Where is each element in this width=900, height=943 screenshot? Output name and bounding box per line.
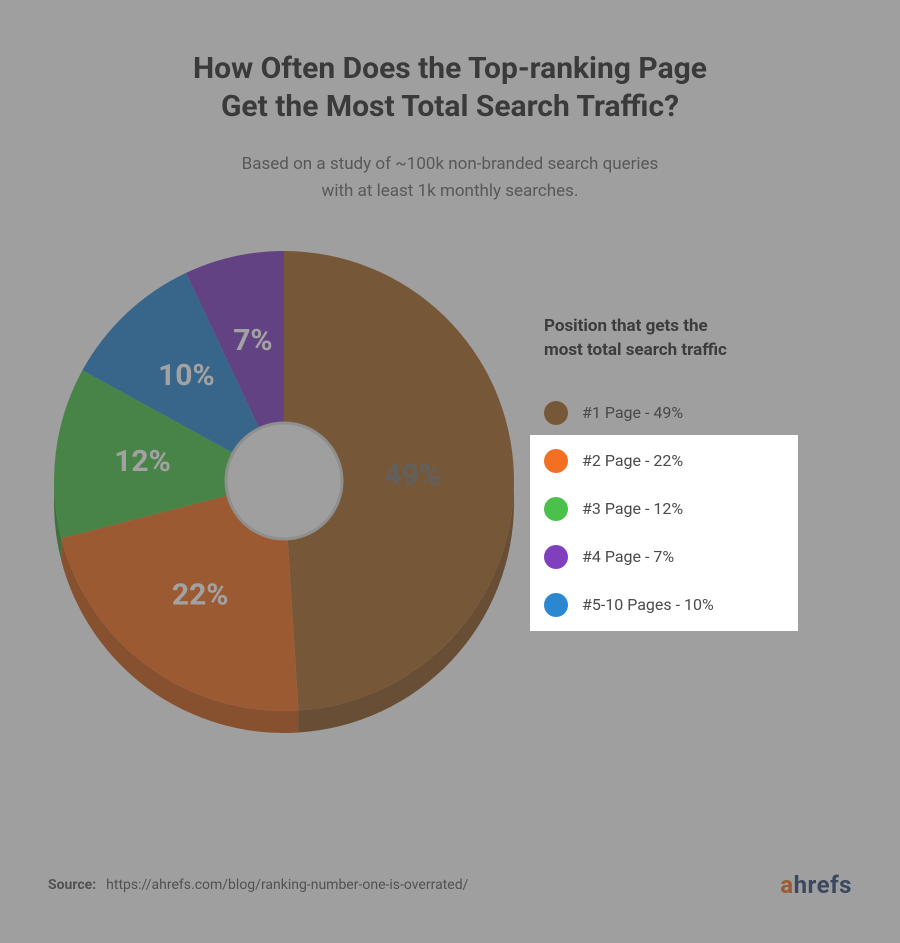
donut-slice-label: 10%	[158, 358, 215, 393]
legend-swatch	[544, 449, 568, 473]
donut-slice-label: 7%	[233, 323, 272, 358]
legend-swatch	[544, 497, 568, 521]
brand-letter-a: a	[780, 871, 793, 899]
donut-slice-label: 49%	[384, 458, 441, 493]
source-line: Source: https://ahrefs.com/blog/ranking-…	[48, 877, 468, 893]
legend-row: #1 Page - 49%	[544, 389, 727, 437]
source-label: Source:	[48, 877, 96, 893]
donut-svg: 49% 22% 12% 10% 7%	[48, 245, 520, 739]
legend-swatch	[544, 401, 568, 425]
legend-highlight-box: #2 Page - 22% #3 Page - 12% #4 Page - 7% #5…	[530, 435, 798, 631]
legend-swatch	[544, 593, 568, 617]
legend-row-highlighted: #3 Page - 12%	[544, 485, 784, 533]
legend-label: #1 Page - 49%	[582, 403, 683, 422]
page-subtitle: Based on a study of ~100k non-branded se…	[48, 151, 852, 205]
brand-rest: hrefs	[794, 871, 852, 899]
legend-label: #2 Page - 22%	[582, 451, 683, 470]
subtitle-line-1: Based on a study of ~100k non-branded se…	[242, 154, 659, 174]
legend-swatch	[544, 545, 568, 569]
legend-title-line-1: Position that gets the	[544, 316, 708, 336]
legend-row-highlighted: #5-10 Pages - 10%	[544, 581, 784, 629]
page-title: How Often Does the Top-ranking Page Get …	[48, 50, 852, 125]
brand-logo: ahrefs	[780, 871, 852, 899]
legend-label: #5-10 Pages - 10%	[582, 595, 714, 614]
legend-title: Position that gets the most total search…	[544, 315, 727, 363]
source-url: https://ahrefs.com/blog/ranking-number-o…	[106, 877, 468, 893]
legend-label: #4 Page - 7%	[582, 547, 674, 566]
donut-hole	[226, 423, 342, 539]
title-line-1: How Often Does the Top-ranking Page	[193, 51, 707, 86]
legend-label: #3 Page - 12%	[582, 499, 683, 518]
donut-chart: 49% 22% 12% 10% 7%	[48, 245, 520, 743]
legend-title-line-2: most total search traffic	[544, 340, 727, 360]
donut-slice-label: 22%	[172, 578, 229, 613]
legend-row-highlighted: #2 Page - 22%	[544, 437, 784, 485]
subtitle-line-2: with at least 1k monthly searches.	[322, 181, 579, 201]
footer: Source: https://ahrefs.com/blog/ranking-…	[48, 871, 852, 899]
title-line-2: Get the Most Total Search Traffic?	[221, 89, 679, 124]
donut-slice-label: 12%	[114, 444, 171, 479]
legend-row-highlighted: #4 Page - 7%	[544, 533, 784, 581]
